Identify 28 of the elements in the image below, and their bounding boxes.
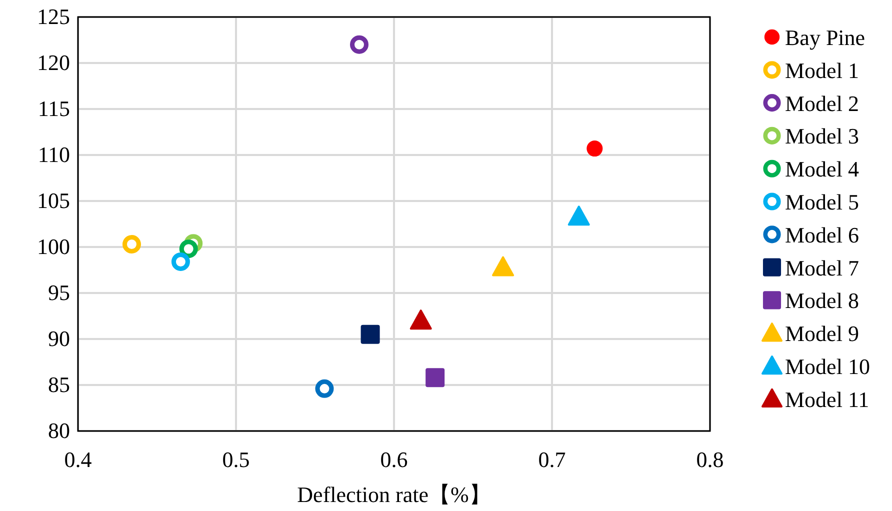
legend-label: Model 4 <box>785 156 859 182</box>
legend-label: Model 1 <box>785 58 859 83</box>
legend-label: Model 6 <box>785 222 859 248</box>
legend-label: Model 10 <box>785 354 870 379</box>
x-tick-label: 0.7 <box>538 447 566 472</box>
legend-label: Model 9 <box>785 321 859 346</box>
legend-label: Model 7 <box>785 255 859 280</box>
y-tick-label: 115 <box>38 96 70 121</box>
y-tick-label: 100 <box>37 234 70 259</box>
y-tick-label: 125 <box>37 4 70 29</box>
x-tick-label: 0.4 <box>64 447 92 472</box>
legend-label: Bay Pine <box>785 25 866 50</box>
x-axis-title: Deflection rate【%】 <box>297 482 491 507</box>
x-tick-label: 0.5 <box>222 447 250 472</box>
legend-label: Model 8 <box>785 288 859 314</box>
y-tick-label: 80 <box>48 418 70 443</box>
y-tick-label: 120 <box>37 50 70 75</box>
y-tick-label: 105 <box>37 188 70 213</box>
x-tick-label: 0.8 <box>696 447 724 472</box>
y-tick-label: 110 <box>38 142 70 167</box>
y-tick-label: 90 <box>48 326 70 351</box>
legend-label: Model 5 <box>785 190 859 214</box>
legend-label: Model 3 <box>785 124 859 149</box>
legend-label: Model 2 <box>785 90 859 116</box>
x-tick-label: 0.6 <box>380 447 408 472</box>
legend-label: Model 11 <box>785 386 870 412</box>
y-tick-label: 95 <box>48 280 70 305</box>
y-tick-label: 85 <box>48 372 70 397</box>
